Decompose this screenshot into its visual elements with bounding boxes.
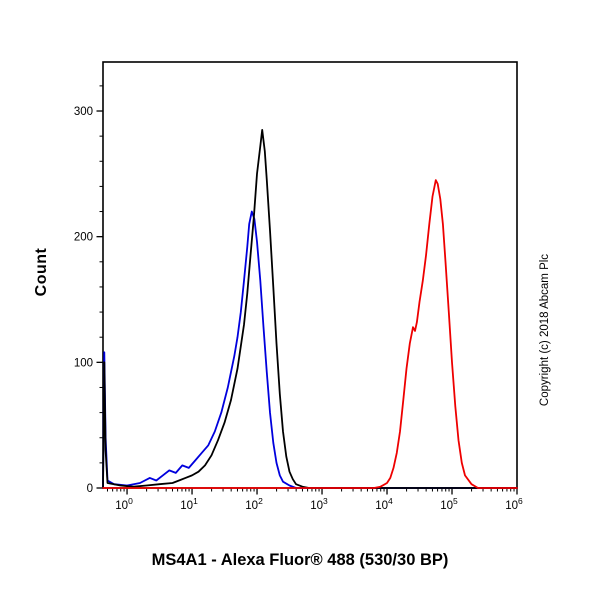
y-tick-label: 200 (74, 232, 93, 244)
blue-curve (102, 210, 518, 489)
plot-frame (102, 61, 518, 489)
x-tick-label: 100 (115, 496, 133, 512)
chart-title: MS4A1 - Alexa Fluor® 488 (530/30 BP) (151, 551, 449, 569)
x-tick-label: 106 (505, 496, 523, 512)
red-curve (102, 179, 518, 489)
x-tick-label: 104 (375, 496, 393, 512)
y-tick-label: 100 (74, 357, 93, 369)
x-tick-label: 102 (245, 496, 263, 512)
black-curve (102, 128, 518, 489)
y-tick-label: 300 (74, 106, 93, 118)
copyright-text: Copyright (c) 2018 Abcam Plc (539, 253, 551, 407)
y-tick-label: 0 (87, 483, 93, 495)
x-tick-label: 101 (180, 496, 198, 512)
x-tick-label: 103 (310, 496, 328, 512)
y-axis-label: Count (33, 247, 50, 297)
x-tick-label: 105 (440, 496, 458, 512)
